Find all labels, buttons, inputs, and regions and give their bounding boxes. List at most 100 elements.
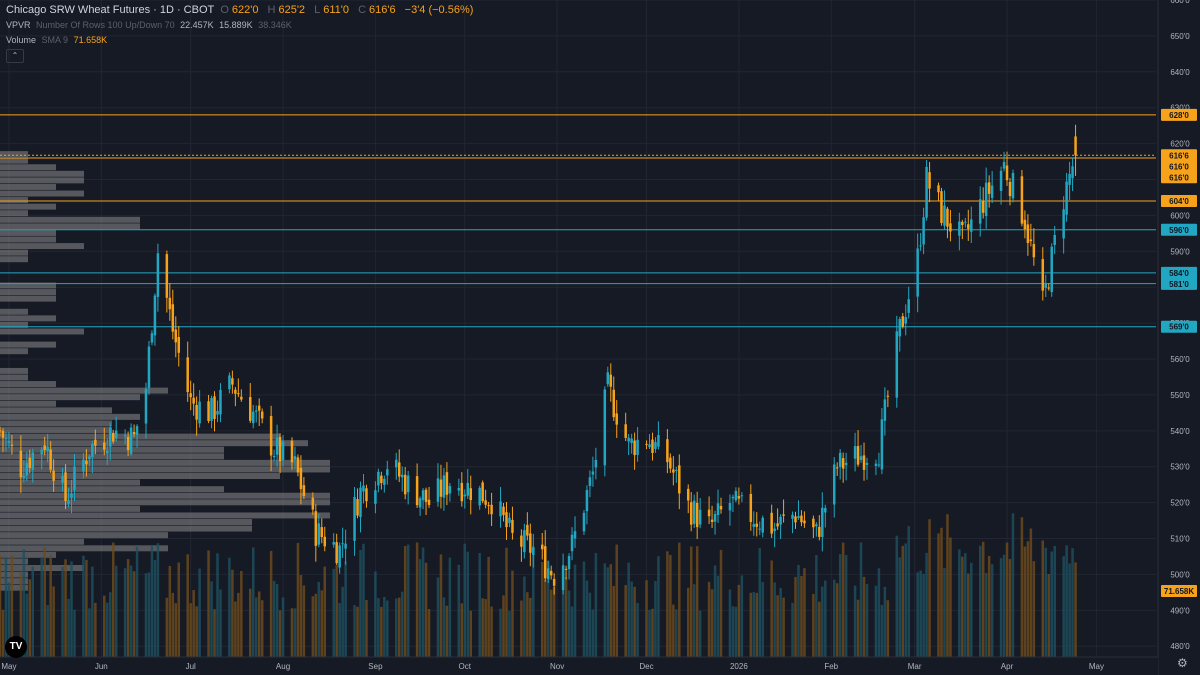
volume-bar: [698, 610, 702, 657]
volume-bar: [1032, 561, 1036, 657]
price-tick-label: 590'0: [1170, 247, 1190, 256]
time-tick-label: Jul: [186, 662, 196, 671]
candle-body: [770, 512, 773, 534]
candle-body: [1068, 173, 1071, 185]
volume-bar: [734, 606, 738, 657]
volume-bar: [546, 560, 550, 657]
volume-bar: [532, 546, 535, 657]
candle-body: [928, 172, 931, 189]
chevron-up-icon[interactable]: ⌃: [6, 49, 24, 63]
candle-body: [606, 372, 610, 385]
volume-bar: [234, 601, 237, 657]
candle-body: [1053, 234, 1056, 245]
volume-bar: [144, 573, 148, 657]
volume-bar: [758, 548, 761, 657]
volume-bar: [1044, 547, 1048, 657]
volume-bar: [469, 610, 472, 657]
candle-body: [540, 544, 544, 550]
volume-bar: [728, 589, 732, 657]
volume-bar: [824, 580, 827, 657]
volume-bar: [293, 608, 297, 657]
volume-bar: [549, 589, 553, 657]
volume-bar: [984, 572, 988, 657]
volume-bar: [901, 545, 905, 657]
candle-body: [1008, 181, 1012, 197]
time-axis-panel[interactable]: [0, 657, 1158, 675]
candle-body: [49, 449, 52, 470]
candle-body: [269, 416, 273, 456]
candle-body: [302, 485, 306, 497]
volume-bar: [341, 586, 344, 657]
volume-bar: [523, 576, 526, 657]
candle-body: [803, 520, 806, 524]
candle-body: [612, 389, 616, 418]
candle-body: [216, 410, 219, 415]
vpvr-value-down: 15.889K: [219, 20, 253, 30]
candle-body: [695, 502, 699, 528]
volume-bar: [755, 592, 759, 657]
volume-bar: [153, 559, 157, 657]
symbol-title[interactable]: Chicago SRW Wheat Futures · 1D · CBOT: [6, 4, 215, 16]
volume-bar: [1002, 554, 1006, 657]
candle-body: [415, 476, 419, 506]
vpvr-label[interactable]: VPVR: [6, 20, 31, 30]
vpvr-params: Number Of Rows 100 Up/Down 70: [36, 20, 175, 30]
candle-body: [341, 543, 344, 545]
volume-bar: [603, 563, 607, 657]
volume-bar: [949, 537, 952, 657]
vpvr-row: [0, 243, 84, 250]
vpvr-row: [0, 394, 140, 401]
volume-bar: [859, 542, 863, 657]
candle-body: [332, 542, 335, 545]
volume-bar: [1071, 548, 1074, 657]
candle-body: [126, 436, 130, 451]
volume-bar: [740, 575, 744, 657]
vpvr-row: [0, 183, 56, 190]
volume-bar: [865, 583, 869, 657]
volume-bar: [320, 590, 324, 657]
volume-bar: [883, 586, 887, 657]
vpvr-row: [0, 341, 56, 348]
vpvr-row: [0, 151, 28, 158]
tradingview-logo-icon[interactable]: TV: [5, 636, 27, 658]
candle-body: [106, 450, 109, 454]
candle-body: [210, 398, 213, 421]
candle-body: [529, 533, 532, 553]
volume-bar: [666, 551, 669, 657]
candle-body: [1005, 165, 1009, 181]
candle-body: [94, 439, 97, 446]
volume-bar: [594, 553, 598, 657]
time-tick-label: Jun: [95, 662, 108, 671]
price-tag-label: 584'0: [1169, 269, 1189, 278]
volume-bar: [591, 609, 595, 657]
volume-bar: [502, 595, 505, 657]
volume-bar: [231, 569, 234, 657]
volume-bar: [216, 553, 219, 657]
candle-body: [1011, 172, 1015, 199]
candle-body: [686, 488, 690, 501]
candle-body: [546, 568, 550, 580]
volume-bar: [1074, 562, 1077, 657]
volume-bar: [448, 557, 452, 657]
candle-body: [43, 445, 46, 451]
candle-body: [609, 374, 613, 387]
gear-icon[interactable]: ⚙: [1177, 656, 1188, 670]
candle-body: [937, 185, 940, 193]
candle-body: [844, 462, 848, 466]
volume-legend[interactable]: Volume SMA 9 71.658K: [6, 35, 110, 45]
low-label: L: [314, 4, 321, 16]
vpvr-row: [0, 532, 168, 539]
price-tags: 628'0 616'6 616'0 616'0 604'0 596'0 584'0 581'0…: [1161, 108, 1197, 597]
vpvr-row: [0, 321, 28, 328]
volume-label[interactable]: Volume: [6, 35, 37, 45]
candle-body: [526, 524, 529, 536]
candles[interactable]: [0, 124, 1077, 595]
volume-bar: [1029, 528, 1033, 657]
price-tag-box: [1161, 171, 1197, 184]
volume-sma-tag-box: [1161, 585, 1197, 597]
vpvr-legend[interactable]: VPVR Number Of Rows 100 Up/Down 70 22.45…: [6, 20, 295, 30]
candle-body: [1074, 136, 1077, 156]
volume-bar: [299, 574, 303, 657]
